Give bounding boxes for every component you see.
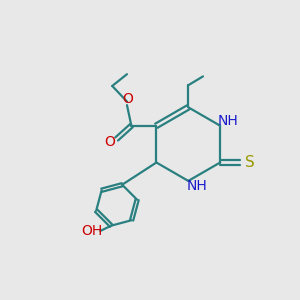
Text: S: S [245, 155, 254, 170]
Text: O: O [122, 92, 133, 106]
Text: NH: NH [186, 179, 207, 193]
Text: OH: OH [81, 224, 103, 238]
Text: NH: NH [218, 114, 239, 128]
Text: O: O [105, 136, 116, 149]
